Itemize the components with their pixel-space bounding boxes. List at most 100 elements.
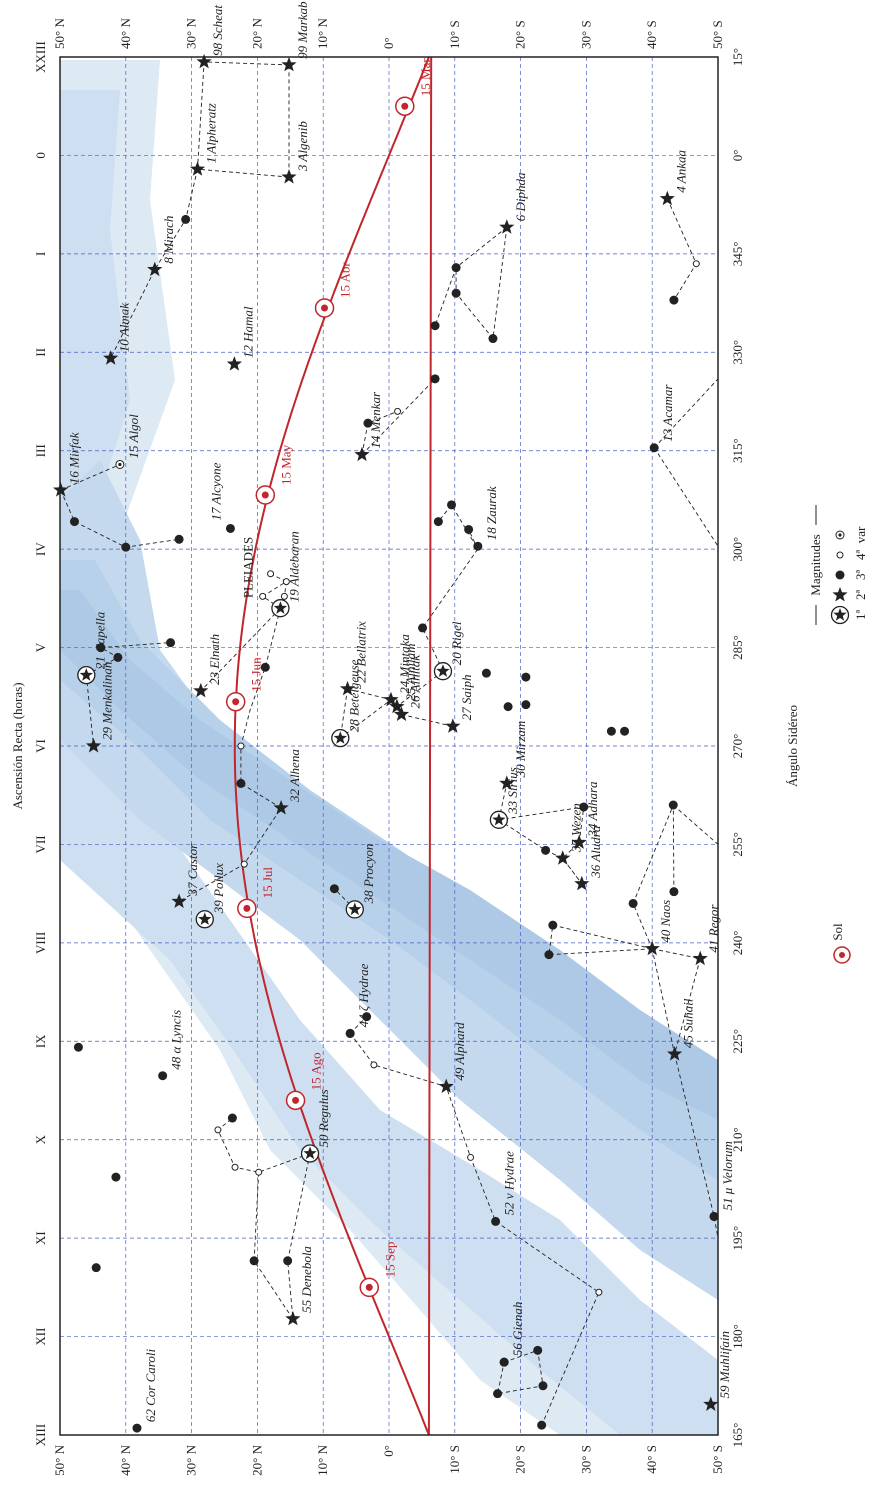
star-label: 59 Muhlifain xyxy=(717,1331,732,1399)
sidereal-angle-label: 315° xyxy=(730,438,745,463)
legend-mag-label: var xyxy=(853,526,868,543)
star-21: 26 Alnitak xyxy=(393,655,423,721)
star-point xyxy=(237,742,245,750)
dec-label-top: 20° S xyxy=(513,20,528,49)
dec-label-bottom: 20° S xyxy=(513,1445,528,1474)
star-point xyxy=(606,726,616,736)
dec-label-top: 30° N xyxy=(184,18,199,49)
star-22: 20 Rigel xyxy=(433,621,464,681)
star-point xyxy=(370,1061,378,1069)
sun-marker: 15 Jun xyxy=(225,657,264,712)
star-label: 98 Scheat xyxy=(210,5,225,56)
ra-hour-label: XIII xyxy=(33,1424,48,1446)
star-27: 30 Mirzam xyxy=(499,721,528,790)
dec-label-top: 40° S xyxy=(644,20,659,49)
star-point xyxy=(447,500,457,510)
star-25: 29 Menkalinan xyxy=(85,662,115,753)
star-point xyxy=(430,321,440,331)
star-point xyxy=(669,887,679,897)
star-45: 56 Gienah xyxy=(499,1302,525,1367)
constellation-line xyxy=(548,924,653,956)
star-label: 14 Menkar xyxy=(368,391,383,449)
star-33: 39 Pollux xyxy=(195,863,226,929)
ra-hour-label: X xyxy=(33,1134,48,1144)
star-28: 33 Sirius xyxy=(489,767,520,829)
ra-hour-label: XXIII xyxy=(33,41,48,73)
sidereal-angle-label: 255° xyxy=(730,832,745,857)
ra-hour-label: I xyxy=(33,252,48,256)
constellation-line xyxy=(334,888,356,910)
star-point xyxy=(267,570,275,578)
constellation-line xyxy=(200,580,287,692)
ra-hour-label: VIII xyxy=(33,932,48,954)
ra-hour-label: IX xyxy=(33,1034,48,1048)
legend-mag-label: 1ª xyxy=(853,610,868,621)
star-point xyxy=(394,407,402,415)
star-37: 44 ζ Hydrae xyxy=(345,963,371,1038)
star-32: 37 Castor xyxy=(171,843,200,908)
legend-mag-2: 2ª xyxy=(832,587,868,602)
star-label: 50 Regulus xyxy=(316,1089,331,1147)
dec-label-top: 30° S xyxy=(578,20,593,49)
star-17: 19 Aldebaran xyxy=(271,531,301,618)
dec-label-top: 40° N xyxy=(118,18,133,49)
ra-hour-label: 0 xyxy=(33,152,48,159)
star-point xyxy=(111,1172,121,1182)
star-point xyxy=(282,578,290,586)
dec-label-top: 50° S xyxy=(710,20,725,49)
star-30: 34 Adhara xyxy=(571,781,600,849)
sun-marker: 15 Mar xyxy=(395,58,433,116)
star-label: 20 Rigel xyxy=(449,621,464,665)
star-14: 4 Ankaa xyxy=(659,150,688,206)
star-point xyxy=(464,524,474,534)
star-10: 14 Menkar xyxy=(354,391,383,462)
legend-mag-1: 1ª xyxy=(830,605,868,625)
star-point xyxy=(214,1126,222,1134)
legend-mag-4: 4ª xyxy=(836,550,868,560)
dec-label-top: 20° N xyxy=(249,18,264,49)
star-label: 28 Betelgeuse xyxy=(346,659,361,732)
star-7: 15 Algol xyxy=(115,414,141,469)
sidereal-angle-label: 180° xyxy=(730,1324,745,1349)
constellation-line xyxy=(178,608,282,902)
star-0: 98 Scheat xyxy=(196,5,225,69)
star-4: 8 Mirach xyxy=(147,216,176,277)
ra-hour-label: II xyxy=(33,348,48,357)
star-label: 41 Regor xyxy=(706,904,721,953)
star-label: 51 μ Velorum xyxy=(720,1141,735,1210)
star-42: 51 μ Velorum xyxy=(709,1141,735,1221)
star-20: 25 Alnilam xyxy=(389,643,418,714)
ra-hour-label: XII xyxy=(33,1328,48,1346)
sun-date-label: 15 Sep xyxy=(382,1242,397,1278)
sidereal-angle-label: 210° xyxy=(730,1127,745,1152)
constellation-line xyxy=(653,378,718,449)
star-point xyxy=(692,260,700,268)
dec-label-top: 50° N xyxy=(52,18,67,49)
constellation-line xyxy=(653,447,718,547)
map-frame xyxy=(59,56,719,1436)
star-label: 13 Acamar xyxy=(660,384,675,442)
star-point xyxy=(91,1263,101,1273)
star-label: 27 Saiph xyxy=(459,674,474,720)
sun-marker: 15 Jul xyxy=(237,867,275,919)
star-5: 10 Almak xyxy=(103,303,132,365)
star-label: 15 Algol xyxy=(126,414,141,459)
legend-sun-label: Sol xyxy=(830,923,845,941)
constellation-line xyxy=(60,489,180,548)
star-9: 17 Alcyone xyxy=(208,462,235,533)
sidereal-angle-label: 345° xyxy=(730,242,745,267)
axis-labels: 50° N 50° N 40° N 40° N 30° N 30° N 20° N 20° N… xyxy=(33,18,745,1476)
star-1: 99 Markab xyxy=(281,1,310,72)
dec-label-bottom: 50° S xyxy=(710,1445,725,1474)
star-point xyxy=(544,950,554,960)
star-label: 18 Zaurak xyxy=(484,486,499,540)
legend-mag-5: var xyxy=(835,526,868,543)
star-label: 10 Almak xyxy=(117,303,132,352)
star-label: 30 Mirzam xyxy=(513,721,528,779)
ra-hour-label: V xyxy=(33,642,48,652)
dec-label-bottom: 30° S xyxy=(578,1445,593,1474)
star-label: 8 Mirach xyxy=(161,216,176,264)
star-point xyxy=(96,643,106,653)
dec-label-bottom: 50° N xyxy=(52,1444,67,1475)
star-point xyxy=(451,288,461,298)
